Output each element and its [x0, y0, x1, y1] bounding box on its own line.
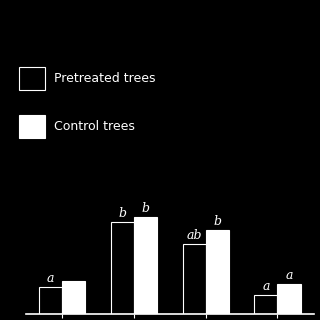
Bar — [62, 281, 85, 314]
Text: b: b — [141, 202, 149, 215]
Text: Control trees: Control trees — [54, 120, 135, 133]
Bar — [205, 230, 228, 314]
Bar — [111, 222, 134, 314]
Bar — [182, 244, 205, 314]
Bar — [134, 217, 157, 314]
Bar — [254, 295, 277, 314]
Text: Pretreated trees: Pretreated trees — [54, 72, 156, 85]
Bar — [39, 287, 62, 314]
Text: a: a — [285, 269, 293, 282]
Text: b: b — [118, 207, 126, 220]
Text: a: a — [262, 280, 270, 293]
Text: b: b — [213, 215, 221, 228]
Text: a: a — [46, 272, 54, 285]
Bar — [277, 284, 300, 314]
Text: ab: ab — [186, 229, 202, 242]
